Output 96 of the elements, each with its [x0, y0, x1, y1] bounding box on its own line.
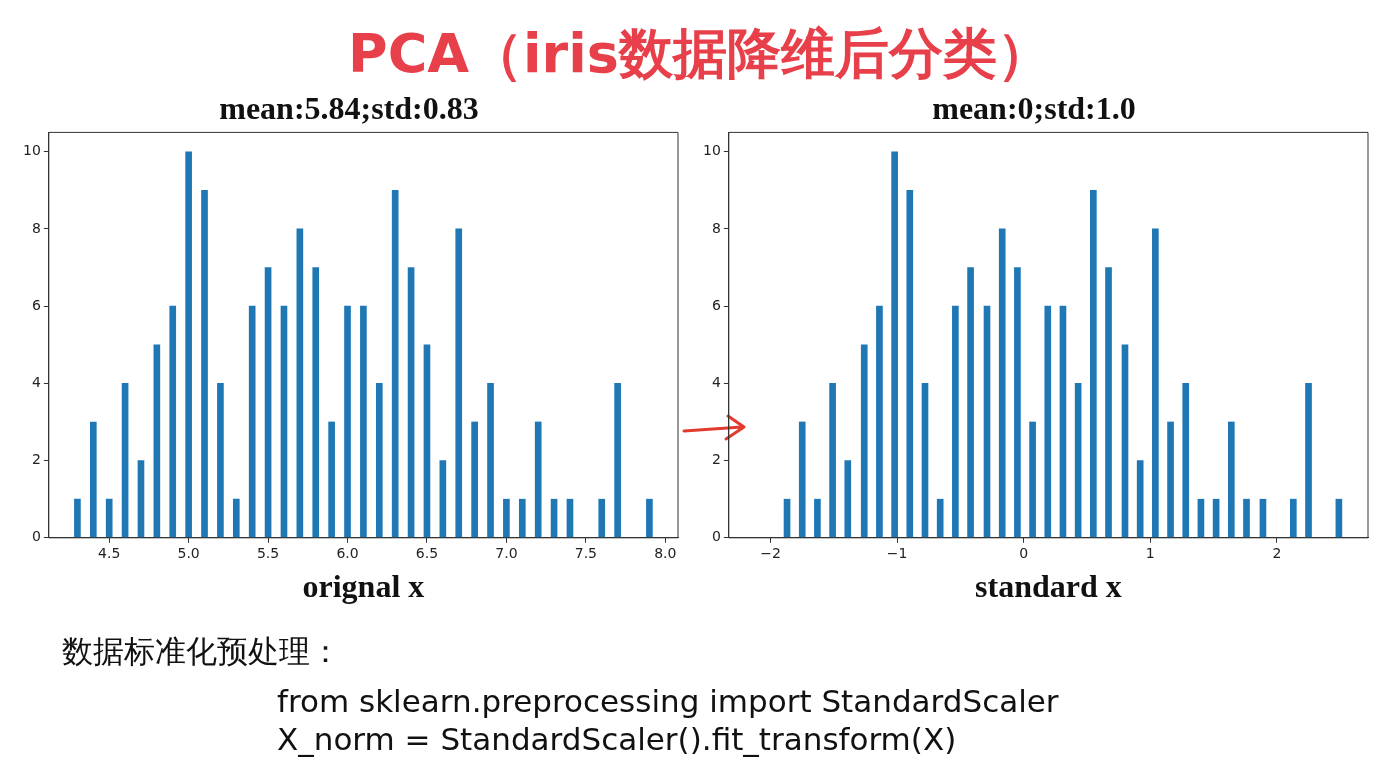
- bar: [232, 498, 240, 538]
- y-tick-label: 2: [711, 451, 721, 468]
- bar: [534, 421, 542, 538]
- bar: [614, 383, 621, 538]
- y-tick-label: 0: [31, 528, 41, 545]
- bar: [598, 498, 606, 538]
- bar: [1044, 305, 1052, 538]
- x-tick-label: 2: [1272, 544, 1282, 561]
- x-tick-label: 4.5: [98, 544, 121, 561]
- bar: [375, 383, 383, 538]
- chart-title: mean:0;std:1.0: [932, 90, 1136, 127]
- x-tick-label: −1: [886, 544, 908, 561]
- x-tick-label: 7.0: [495, 544, 518, 561]
- bar: [1105, 267, 1112, 538]
- bar: [74, 498, 81, 538]
- y-tick-label: 8: [711, 219, 721, 236]
- chart-title: mean:5.84;std:0.83: [219, 90, 479, 127]
- bar: [1305, 383, 1312, 538]
- bar: [153, 344, 161, 538]
- bar: [328, 421, 335, 538]
- x-tick-label: 8.0: [654, 544, 677, 561]
- x-tick-label: 6.0: [336, 544, 359, 561]
- x-tick-label: 5.0: [177, 544, 200, 561]
- bar: [455, 228, 463, 538]
- y-tick-label: 6: [31, 296, 41, 313]
- bar: [391, 189, 399, 538]
- bar: [1029, 421, 1036, 538]
- bar: [312, 267, 320, 538]
- bar: [1074, 383, 1082, 538]
- y-tick-label: 2: [31, 451, 41, 468]
- bar: [518, 498, 526, 538]
- bar: [360, 305, 367, 538]
- x-tick-label: 1: [1145, 544, 1155, 561]
- bar: [1182, 383, 1190, 538]
- bar: [185, 151, 192, 538]
- bar: [296, 228, 304, 538]
- bar: [967, 267, 974, 538]
- bar: [248, 305, 256, 538]
- bar: [1059, 305, 1067, 538]
- x-tick-label: 5.5: [256, 544, 280, 561]
- bar: [169, 305, 177, 538]
- bar: [503, 498, 510, 538]
- bar: [844, 460, 852, 538]
- x-tick-label: 0: [1019, 544, 1029, 561]
- text: X_norm = StandardScaler().fit_transform(X): [276, 720, 958, 758]
- bar: [998, 228, 1006, 538]
- y-tick-label: 4: [711, 374, 721, 390]
- bar: [264, 267, 272, 538]
- bar: [1289, 498, 1297, 538]
- y-tick-label: 8: [31, 219, 41, 236]
- y-tick-label: 6: [711, 296, 721, 313]
- bar: [407, 267, 415, 538]
- bar: [280, 305, 288, 538]
- bar: [906, 189, 914, 538]
- bar: [921, 383, 929, 538]
- bar: [137, 460, 145, 538]
- bar: [891, 151, 898, 538]
- y-tick-label: 0: [711, 528, 721, 545]
- y-tick-label: 4: [31, 374, 41, 390]
- bar: [936, 498, 944, 538]
- x-tick-label: 6.5: [415, 544, 439, 561]
- bar: [487, 383, 494, 538]
- y-tick-label: 10: [22, 142, 41, 159]
- text: from sklearn.preprocessing import StandardScaler: [276, 682, 1060, 720]
- bar: [860, 344, 868, 538]
- bar: [1167, 421, 1174, 538]
- bar: [1227, 421, 1235, 538]
- bar: [1090, 189, 1097, 538]
- bar: [1152, 228, 1159, 538]
- text: PCA（iris数据降维后分类）: [347, 21, 1052, 87]
- x-axis-title: orignal x: [302, 568, 425, 605]
- bar: [201, 189, 208, 538]
- bar: [829, 383, 836, 538]
- bar: [121, 383, 129, 538]
- x-tick-label: 7.5: [574, 544, 597, 561]
- bar: [1121, 344, 1129, 538]
- bar: [471, 421, 478, 538]
- bar: [952, 305, 959, 538]
- bar: [1243, 498, 1250, 538]
- bar: [423, 344, 431, 538]
- bar: [876, 305, 883, 538]
- bar: [814, 498, 821, 538]
- bar: [798, 421, 806, 538]
- x-axis-title: standard x: [975, 568, 1122, 605]
- bar: [1136, 460, 1144, 538]
- bar: [439, 460, 447, 538]
- bar: [646, 498, 653, 538]
- bar: [344, 305, 351, 538]
- bar: [89, 421, 97, 538]
- bar: [983, 305, 991, 538]
- text: 数据标准化预处理：: [61, 632, 342, 670]
- x-tick-label: −2: [760, 544, 781, 561]
- bar: [105, 498, 113, 538]
- bar: [217, 383, 224, 538]
- y-tick-label: 10: [702, 142, 721, 159]
- bar: [1014, 267, 1021, 538]
